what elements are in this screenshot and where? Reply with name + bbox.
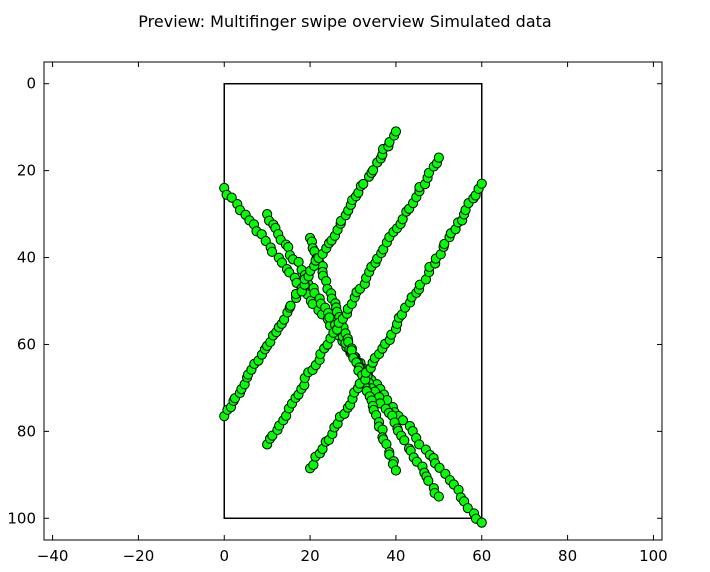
swipe-1-point: [266, 246, 278, 257]
swipe-4-point: [367, 165, 379, 176]
x-tick-label: 80: [558, 547, 577, 565]
y-tick-label: 20: [17, 162, 36, 180]
x-tick-label: 0: [219, 547, 229, 565]
swipe-2-point: [324, 312, 335, 323]
x-tick-label: 60: [472, 547, 491, 565]
axes-frame: [43, 61, 663, 541]
swipe-1-point: [434, 462, 445, 473]
swipe-2-point: [399, 435, 410, 446]
swipe-2-point: [433, 491, 444, 502]
swipe-2-point: [423, 475, 434, 486]
swipe-6-point: [308, 459, 319, 470]
x-tick-label: 20: [301, 547, 320, 565]
swipe-1-point: [226, 192, 237, 203]
swipe-4-point: [390, 126, 402, 137]
y-tick-label: 60: [17, 335, 36, 353]
swipe-3-point: [390, 465, 402, 476]
swipe-4-point: [285, 300, 296, 311]
x-tick-label: −40: [37, 547, 69, 565]
y-tick-label: 80: [17, 422, 36, 440]
swipe-4-point: [358, 178, 369, 190]
swipe-1-point: [476, 517, 487, 528]
swipe-1-point: [414, 439, 425, 450]
x-tick-label: −20: [123, 547, 155, 565]
y-tick-label: 0: [26, 75, 36, 93]
swipe-6-point: [476, 178, 487, 189]
chart-title: Preview: Multifinger swipe overview Simu…: [138, 12, 552, 31]
swipe-5-point: [433, 152, 444, 163]
y-tick-label: 40: [17, 249, 36, 267]
x-tick-label: 100: [639, 547, 668, 565]
y-tick-label: 100: [7, 509, 36, 527]
swipe-6-point: [439, 238, 450, 250]
x-tick-label: 40: [386, 547, 405, 565]
boundary-rectangle: [223, 82, 483, 520]
